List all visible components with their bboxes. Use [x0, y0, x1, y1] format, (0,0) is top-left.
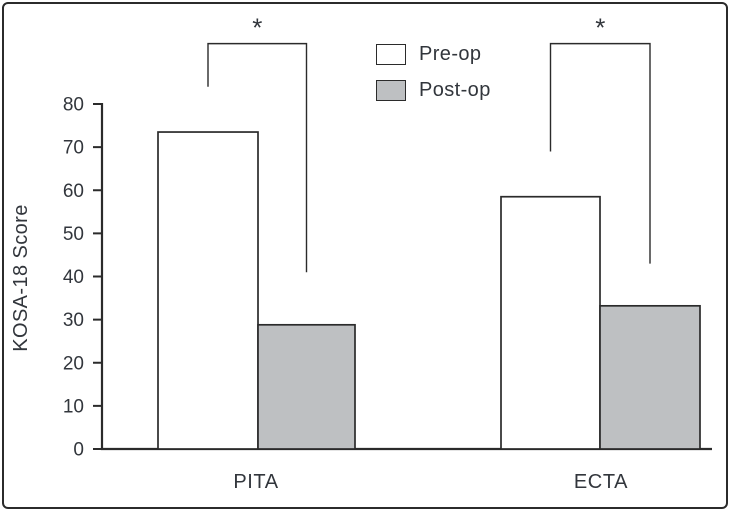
y-tick-label-80: 80: [63, 95, 84, 116]
y-tick-label-0: 0: [73, 440, 84, 461]
bar-pita-post-op: [257, 323, 356, 450]
category-labels: PITA ECTA: [233, 471, 628, 493]
y-tick-label-20: 20: [63, 353, 84, 374]
significance-brackets: * *: [207, 13, 651, 273]
y-axis-title: KOSA-18 Score: [10, 204, 32, 352]
y-ticks: 0 10 20 30 40 50 60 70 80: [63, 95, 102, 461]
y-tick-label-10: 10: [63, 396, 84, 417]
significance-marker-ecta: *: [595, 13, 605, 43]
category-label-ecta: ECTA: [574, 471, 628, 493]
pre-op-swatch: [376, 44, 406, 65]
legend-item-post-op: Post-op: [376, 79, 491, 102]
y-tick-label-70: 70: [63, 138, 84, 159]
significance-marker-pita: *: [252, 13, 262, 43]
y-tick-label-50: 50: [63, 224, 84, 245]
y-tick-label-40: 40: [63, 267, 84, 288]
bracket-ecta: [549, 42, 651, 264]
legend-label-post-op: Post-op: [419, 79, 491, 101]
bar-ecta-post-op: [599, 304, 701, 450]
y-tick-label-30: 30: [63, 310, 84, 331]
category-label-pita: PITA: [233, 471, 278, 493]
legend-label-pre-op: Pre-op: [419, 43, 482, 65]
legend-item-pre-op: Pre-op: [376, 43, 491, 66]
bar-ecta-pre-op: [500, 195, 601, 450]
y-tick-label-60: 60: [63, 181, 84, 202]
bar-pita-pre-op: [157, 131, 259, 450]
legend: Pre-op Post-op: [376, 43, 491, 115]
post-op-swatch: [376, 80, 406, 101]
bracket-pita: [207, 42, 308, 273]
bars: [157, 131, 701, 450]
